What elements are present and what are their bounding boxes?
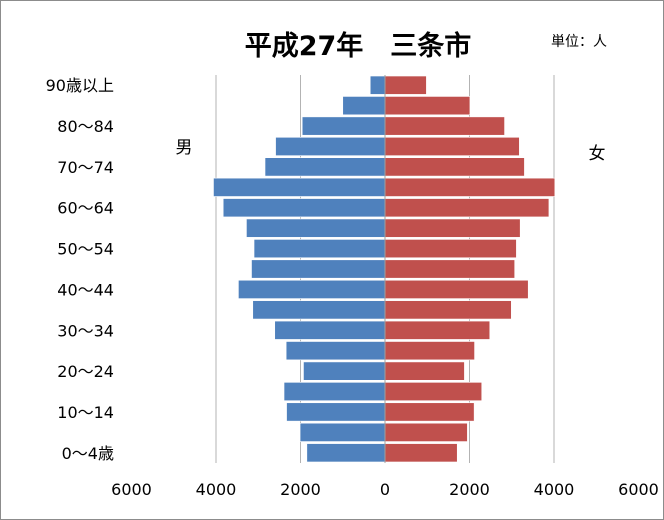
- x-tick-label: 0: [380, 480, 390, 499]
- female-bar: [384, 157, 525, 177]
- male-bar: [299, 422, 386, 442]
- male-bar: [286, 402, 386, 422]
- female-bar: [384, 422, 468, 442]
- category-label: 20〜24: [57, 362, 114, 381]
- female-bar: [384, 341, 475, 361]
- male-bar: [274, 320, 386, 340]
- female-bar: [384, 320, 491, 340]
- male-bar: [222, 198, 386, 218]
- category-label: 90歳以上: [46, 76, 114, 95]
- female-bar: [384, 75, 427, 95]
- x-tick-label: 4000: [534, 480, 575, 499]
- male-bar: [251, 259, 386, 279]
- male-bar: [342, 96, 386, 116]
- male-bar: [285, 341, 386, 361]
- unit-label: 単位：人: [551, 34, 607, 50]
- x-tick-label: 2000: [449, 480, 490, 499]
- male-bar: [246, 218, 386, 238]
- female-bar: [384, 239, 517, 259]
- female-label: 女: [589, 144, 606, 164]
- female-bar: [384, 361, 465, 381]
- male-bar: [306, 443, 386, 463]
- male-bar: [283, 382, 386, 402]
- x-tick-label: 6000: [618, 480, 659, 499]
- male-bar: [238, 279, 386, 299]
- category-label: 30〜34: [57, 321, 114, 340]
- male-bar: [369, 75, 386, 95]
- female-bar: [384, 443, 458, 463]
- female-bar: [384, 177, 556, 197]
- male-bar: [213, 177, 386, 197]
- male-label: 男: [176, 138, 193, 158]
- female-bar: [384, 198, 550, 218]
- female-bar: [384, 96, 471, 116]
- male-bar: [275, 136, 386, 156]
- x-tick-labels: 6000 4000 2000 0 2000 4000 6000: [111, 480, 659, 499]
- bars: [213, 75, 556, 463]
- male-bar: [301, 116, 386, 136]
- female-bar: [384, 300, 512, 320]
- x-tick-label: 4000: [196, 480, 237, 499]
- category-labels: 0〜4歳 10〜14 20〜24 30〜34 40〜44 50〜54 60〜64 70〜74 8…: [46, 76, 114, 463]
- chart-title: 平成27年 三条市: [245, 30, 472, 62]
- category-label: 40〜44: [57, 280, 114, 299]
- female-bar: [384, 259, 516, 279]
- category-label: 50〜54: [57, 240, 114, 259]
- male-bar: [264, 157, 386, 177]
- category-label: 60〜64: [57, 199, 114, 218]
- male-bar: [253, 239, 386, 259]
- category-label: 80〜84: [57, 117, 114, 136]
- category-label: 0〜4歳: [62, 444, 114, 463]
- x-tick-label: 6000: [111, 480, 152, 499]
- female-bar: [384, 136, 520, 156]
- female-bar: [384, 382, 483, 402]
- male-bar: [252, 300, 386, 320]
- female-bar: [384, 116, 505, 136]
- category-label: 70〜74: [57, 158, 114, 177]
- male-bar: [303, 361, 386, 381]
- female-bar: [384, 402, 475, 422]
- category-label: 10〜14: [57, 403, 114, 422]
- x-tick-label: 2000: [280, 480, 321, 499]
- female-bar: [384, 218, 521, 238]
- female-bar: [384, 279, 529, 299]
